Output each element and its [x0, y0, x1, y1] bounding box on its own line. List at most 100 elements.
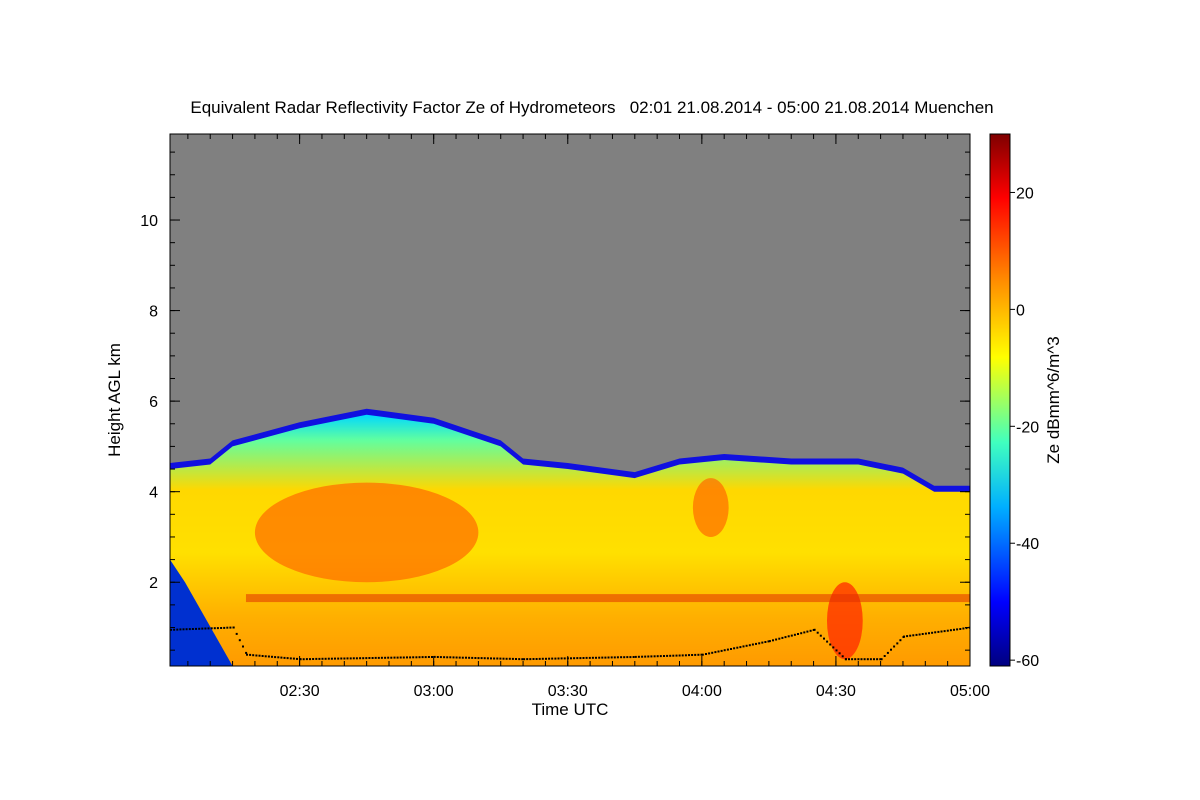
cloud-base-point — [545, 657, 547, 660]
cloud-base-point — [610, 656, 613, 659]
cloud-base-point — [634, 655, 637, 658]
cloud-base-point — [468, 656, 471, 659]
cloud-base-point — [538, 657, 541, 660]
cloud-base-point — [340, 657, 343, 660]
cloud-base-point — [844, 658, 847, 661]
colorbar-ticks: -60 -40 -20 0 20 — [1010, 185, 1039, 670]
cloud-base-point — [899, 639, 902, 642]
cloud-base-point — [681, 654, 684, 657]
cloud-base-point — [637, 655, 640, 658]
cloud-base-point — [751, 643, 754, 646]
cloud-base-point — [921, 633, 924, 635]
cloud-base-point — [412, 656, 415, 659]
cloud-base-point — [289, 657, 292, 660]
bright-band — [245, 594, 970, 603]
cloud-base-point — [232, 626, 235, 629]
cloud-base-point — [700, 653, 703, 656]
cloud-base-point — [666, 654, 669, 657]
cloud-base-point — [742, 645, 745, 648]
cloud-base-point — [931, 631, 934, 634]
cloud-base-point — [826, 640, 829, 643]
x-tick-label: 04:30 — [816, 683, 856, 700]
cloud-base-point — [548, 657, 551, 660]
cloud-base-point — [854, 658, 857, 661]
cloud-base-point — [505, 657, 508, 660]
reflectivity-field — [170, 414, 970, 666]
cloud-base-point — [365, 657, 368, 660]
cloud-base-point — [626, 656, 629, 659]
cloud-base-point — [909, 634, 912, 637]
cloud-base-point — [797, 633, 799, 635]
cloud-base-point — [402, 656, 405, 659]
cloud-base-point — [745, 644, 748, 647]
cloud-base-point — [641, 655, 644, 658]
colorbar-tick-label: -60 — [1016, 653, 1039, 670]
cloud-base-point — [940, 630, 943, 633]
cloud-base-point — [832, 646, 835, 649]
cloud-base-point — [688, 654, 690, 657]
colorbar — [989, 133, 1011, 667]
cloud-base-point — [672, 654, 675, 657]
cloud-base-point — [511, 657, 514, 660]
cloud-base-point — [213, 627, 216, 630]
x-tick-label: 05:00 — [950, 683, 990, 700]
x-axis-title: Time UTC — [532, 700, 609, 719]
cloud-base-point — [956, 628, 959, 631]
cloud-base-point — [446, 656, 449, 659]
cloud-base-point — [179, 628, 182, 631]
cloud-base-point — [761, 641, 764, 644]
cloud-base-point — [238, 639, 241, 642]
cloud-base-point — [691, 654, 694, 656]
cloud-base-point — [748, 644, 751, 647]
cloud-base-point — [449, 656, 452, 659]
cloud-base-point — [299, 658, 302, 661]
cloud-base-point — [563, 657, 566, 660]
cloud-base-point — [576, 657, 579, 660]
cloud-base-point — [390, 656, 393, 659]
cloud-base-point — [886, 651, 889, 654]
cloud-base-point — [418, 656, 421, 659]
cloud-base-point — [604, 656, 607, 659]
cloud-base-point — [701, 653, 704, 656]
cloud-base-point — [207, 627, 210, 630]
cloud-base-point — [188, 628, 191, 631]
cloud-base-point — [499, 657, 502, 660]
cloud-base-point — [557, 657, 560, 660]
low-reflectivity-column — [170, 559, 233, 666]
cloud-base-point — [585, 656, 588, 659]
cloud-base-point — [433, 655, 436, 658]
cloud-base-point — [526, 658, 529, 661]
cloud-base-point — [918, 633, 921, 636]
cloud-base-point — [424, 656, 427, 659]
cloud-base-point — [195, 627, 197, 630]
cloud-base-point — [551, 657, 554, 660]
cloud-base-point — [486, 657, 489, 660]
cloud-base-point — [343, 657, 346, 660]
x-tick-label: 04:00 — [682, 683, 722, 700]
cloud-base-point — [415, 656, 418, 659]
y-tick-label: 10 — [140, 213, 158, 230]
cloud-base-point — [873, 658, 875, 661]
cloud-base-point — [465, 656, 467, 659]
x-tick-label: 03:00 — [414, 683, 454, 700]
cloud-base-point — [220, 627, 223, 629]
cloud-base-point — [324, 657, 327, 660]
cloud-base-point — [772, 639, 774, 642]
cloud-base-point — [521, 658, 524, 661]
cloud-base-point — [242, 645, 244, 648]
colorbar-tick-label: -40 — [1016, 536, 1039, 553]
cloud-base-point — [876, 658, 879, 661]
cloud-base-point — [684, 654, 687, 657]
cloud-base-point — [949, 629, 952, 632]
y-tick-label: 8 — [149, 304, 158, 321]
cloud-base-point — [283, 656, 286, 659]
cloud-base-point — [471, 656, 474, 659]
cloud-base-point — [334, 657, 336, 660]
cloud-base-point — [601, 656, 604, 659]
cloud-base-point — [953, 628, 955, 631]
cloud-base-point — [380, 656, 383, 659]
cloud-base-point — [292, 657, 295, 660]
cloud-base-point — [629, 656, 632, 659]
cloud-base-point — [912, 634, 915, 637]
